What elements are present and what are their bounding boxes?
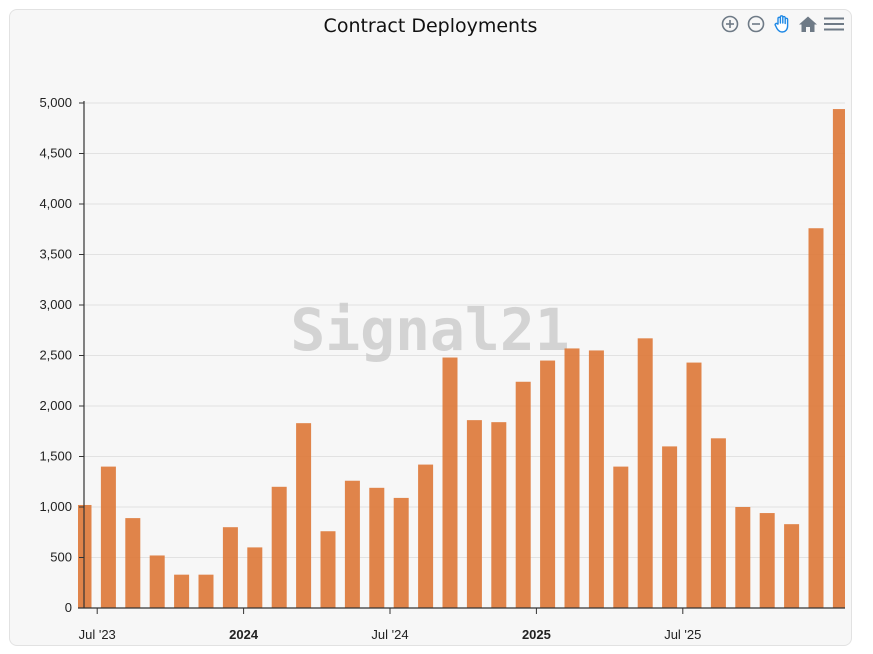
bar[interactable] <box>662 446 678 608</box>
bar[interactable] <box>784 524 800 608</box>
bar[interactable] <box>198 574 214 608</box>
bar[interactable] <box>808 228 824 609</box>
bar[interactable] <box>637 338 653 608</box>
bar[interactable] <box>247 547 263 608</box>
y-tick-label: 500 <box>50 550 72 565</box>
x-tick-label: Jul '24 <box>371 627 408 642</box>
bar[interactable] <box>735 507 751 608</box>
bar[interactable] <box>271 486 287 608</box>
bar[interactable] <box>491 422 507 608</box>
zoom-out-icon[interactable] <box>745 13 767 35</box>
watermark: Signal21 <box>290 296 569 364</box>
bar[interactable] <box>515 381 531 608</box>
y-tick-label: 3,500 <box>39 247 72 262</box>
bar[interactable] <box>588 350 604 608</box>
y-tick-label: 5,000 <box>39 95 72 110</box>
bar[interactable] <box>832 109 845 608</box>
bar[interactable] <box>418 464 434 608</box>
y-axis-ticks: 0 500 1,000 1,500 2,000 2,500 3,000 3,500 4,000 4… <box>39 95 84 615</box>
bar[interactable] <box>100 466 116 608</box>
menu-icon[interactable] <box>823 13 845 35</box>
zoom-in-icon[interactable] <box>719 13 741 35</box>
y-tick-label: 0 <box>65 600 72 615</box>
bar[interactable] <box>686 362 702 608</box>
bar[interactable] <box>759 513 775 608</box>
bar[interactable] <box>369 487 385 608</box>
chart-toolbar <box>719 13 845 35</box>
x-tick-label: 2024 <box>229 627 259 642</box>
bar[interactable] <box>78 504 92 608</box>
bar[interactable] <box>149 555 165 608</box>
x-axis-ticks: Jul '23 2024 Jul '24 2025 Jul '25 <box>79 608 701 642</box>
y-tick-label: 3,000 <box>39 297 72 312</box>
x-tick-label: Jul '23 <box>79 627 116 642</box>
bar[interactable] <box>296 423 312 608</box>
home-icon[interactable] <box>797 13 819 35</box>
y-tick-label: 4,500 <box>39 146 72 161</box>
pan-hand-icon[interactable] <box>771 13 793 35</box>
bar[interactable] <box>613 466 629 608</box>
bar[interactable] <box>320 531 336 608</box>
y-tick-label: 2,500 <box>39 348 72 363</box>
bar[interactable] <box>393 497 409 608</box>
bar-series <box>78 109 845 609</box>
y-tick-label: 4,000 <box>39 196 72 211</box>
y-tick-label: 1,000 <box>39 499 72 514</box>
x-tick-label: Jul '25 <box>664 627 701 642</box>
x-tick-label: 2025 <box>522 627 551 642</box>
chart-title: Contract Deployments <box>323 15 538 37</box>
bar[interactable] <box>710 438 726 608</box>
bar[interactable] <box>125 518 141 608</box>
bar[interactable] <box>466 420 482 608</box>
bar[interactable] <box>540 360 556 608</box>
bar[interactable] <box>174 574 190 608</box>
bar[interactable] <box>222 527 238 608</box>
bar[interactable] <box>442 357 458 608</box>
y-tick-label: 2,000 <box>39 398 72 413</box>
bar[interactable] <box>564 348 580 608</box>
bar[interactable] <box>344 480 360 608</box>
y-tick-label: 1,500 <box>39 449 72 464</box>
